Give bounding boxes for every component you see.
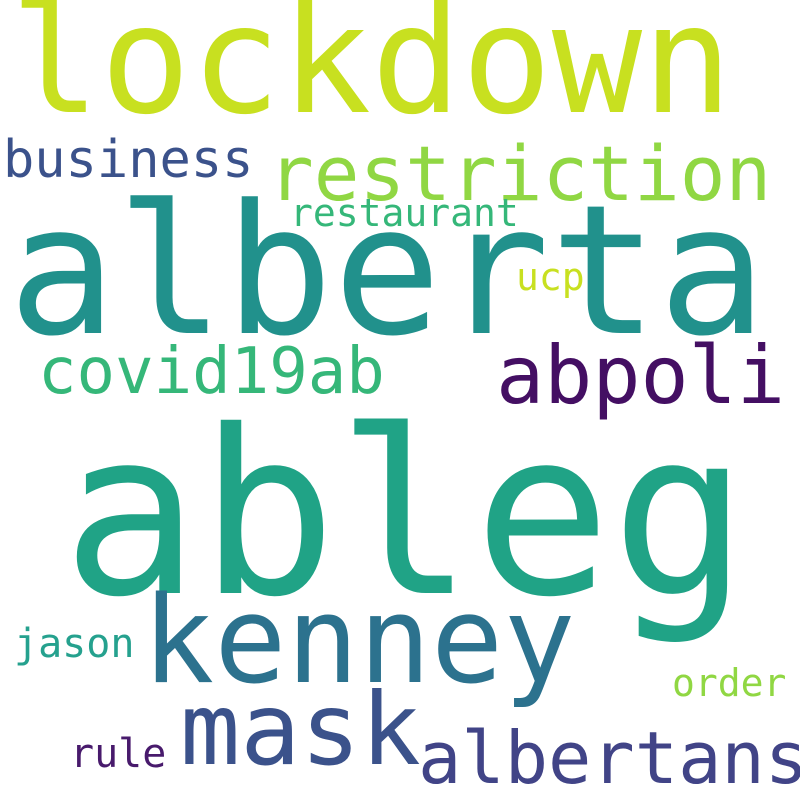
word-jason: jason <box>14 621 135 667</box>
word-rule: rule <box>70 731 167 777</box>
word-restriction: restriction <box>268 129 772 218</box>
word-mask: mask <box>180 671 421 788</box>
word-business: business <box>3 130 254 190</box>
word-order: order <box>672 661 787 705</box>
word-restaurant: restaurant <box>290 191 519 235</box>
word-lockdown: lockdown <box>10 0 733 148</box>
word-ucp: ucp <box>516 255 585 299</box>
word-ableg: ableg <box>62 381 749 647</box>
word-alberta: alberta <box>8 167 767 376</box>
word-kenney: kenney <box>142 572 576 711</box>
word-abpoli: abpoli <box>496 329 785 422</box>
word-covid19ab: covid19ab <box>38 335 385 409</box>
word-albertans: albertans <box>418 716 800 800</box>
